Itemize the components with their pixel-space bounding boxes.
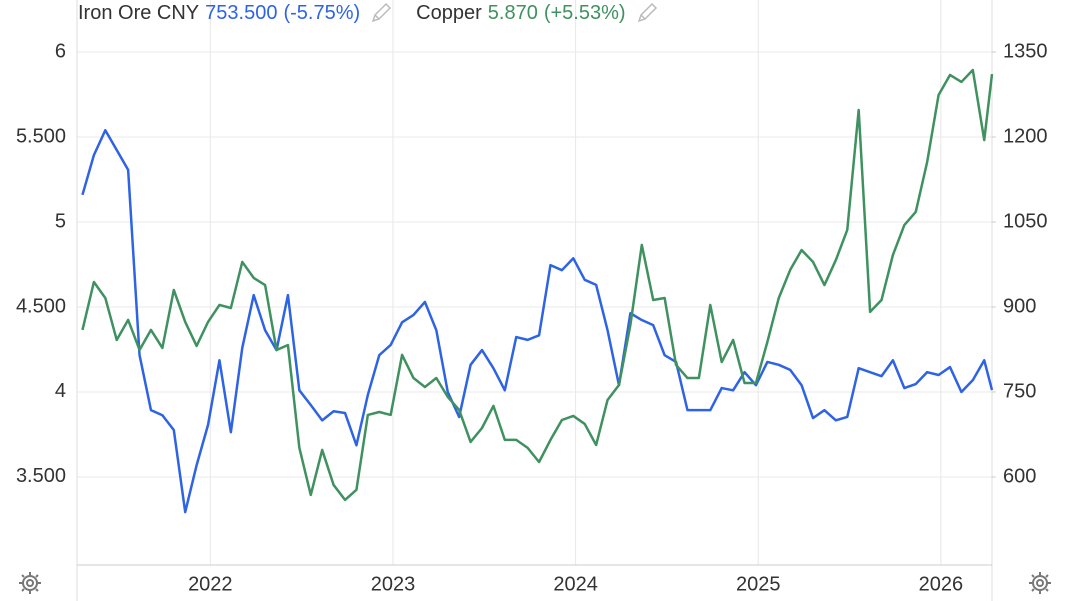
x-tick-label: 2023 — [371, 573, 416, 595]
y-tick-label: 5.500 — [16, 125, 66, 147]
labels: 2022 2023 2024 2025 2026 3.500 4 4.500 5 5.500 6 60… — [16, 40, 1048, 595]
legend: Iron Ore CNY 753.500 (-5.75%) Copper 5.870 (+… — [78, 0, 682, 26]
y-tick-label: 4.500 — [16, 295, 66, 317]
legend-change: (-5.75%) — [283, 1, 361, 24]
y-tick-label: 3.500 — [16, 465, 66, 487]
y-tick-label: 5 — [55, 210, 66, 232]
legend-name: Copper — [416, 1, 482, 24]
legend-name: Iron Ore CNY — [78, 1, 200, 24]
y2-tick-label: 750 — [1003, 380, 1036, 402]
legend-item[interactable]: Iron Ore CNY 753.500 (-5.75%) — [78, 2, 392, 25]
legend-value: 753.500 — [205, 1, 278, 24]
y2-tick-label: 1050 — [1003, 210, 1048, 232]
y-tick-label: 6 — [55, 40, 66, 62]
legend-item[interactable]: Copper 5.870 (+5.53%) — [416, 2, 657, 25]
legend-change: (+5.53%) — [543, 1, 626, 24]
y2-tick-label: 1200 — [1003, 125, 1048, 147]
edit-icon[interactable] — [636, 2, 658, 24]
settings-icon[interactable] — [1029, 572, 1051, 594]
grid — [77, 0, 992, 565]
x-tick-label: 2025 — [736, 573, 781, 595]
y2-tick-label: 900 — [1003, 295, 1036, 317]
x-tick-label: 2022 — [188, 573, 233, 595]
legend-value: 5.870 — [487, 1, 538, 24]
edit-icon[interactable] — [370, 2, 392, 24]
line-series — [81, 128, 994, 514]
plot — [81, 68, 994, 514]
y2-tick-label: 1350 — [1003, 40, 1048, 62]
line-series — [81, 68, 994, 502]
y2-tick-label: 600 — [1003, 465, 1036, 487]
x-tick-label: 2024 — [553, 573, 598, 595]
settings-icon[interactable] — [19, 572, 41, 594]
x-tick-label: 2026 — [919, 573, 964, 595]
y-tick-label: 4 — [55, 380, 66, 402]
